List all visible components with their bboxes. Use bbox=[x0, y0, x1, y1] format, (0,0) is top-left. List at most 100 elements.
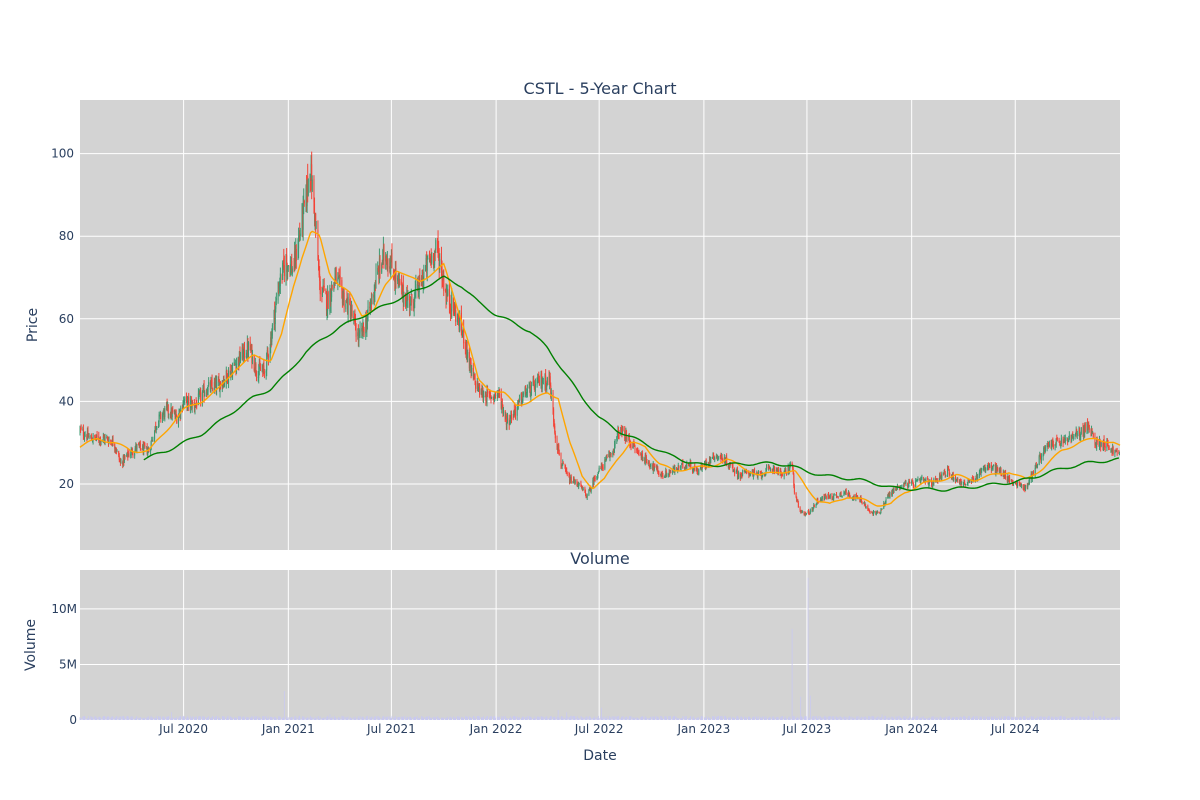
candle-body bbox=[258, 362, 260, 370]
candle-body bbox=[645, 455, 647, 457]
volume-bar bbox=[285, 718, 287, 720]
volume-bar bbox=[1030, 716, 1032, 720]
candle-body bbox=[776, 468, 778, 471]
volume-bar bbox=[349, 718, 351, 720]
volume-bar bbox=[769, 716, 771, 720]
volume-bar bbox=[754, 717, 755, 720]
candle-body bbox=[736, 468, 738, 477]
candle-body bbox=[962, 484, 964, 485]
volume-bar bbox=[473, 716, 475, 720]
volume-bar bbox=[238, 716, 240, 720]
candle-body bbox=[889, 492, 891, 497]
volume-bar bbox=[994, 716, 996, 720]
volume-bar bbox=[1055, 716, 1057, 720]
candle-body bbox=[446, 291, 448, 298]
volume-bar bbox=[762, 716, 763, 720]
volume-bar bbox=[100, 717, 101, 720]
candle-body bbox=[680, 465, 682, 468]
candle-body bbox=[753, 470, 755, 475]
candle-body bbox=[513, 409, 515, 413]
x-tick-label: Jul 2021 bbox=[366, 722, 416, 736]
volume-bar bbox=[972, 717, 973, 720]
candle-body bbox=[658, 472, 660, 475]
candle-body bbox=[1004, 472, 1006, 478]
candle-body bbox=[803, 511, 805, 515]
candle-body bbox=[581, 486, 583, 488]
volume-bar bbox=[454, 717, 455, 720]
candle-body bbox=[928, 481, 930, 485]
candle-body bbox=[236, 363, 238, 371]
candle-body bbox=[184, 397, 186, 402]
candle-body bbox=[565, 470, 567, 472]
candle-body bbox=[358, 332, 360, 335]
candle-body bbox=[613, 449, 615, 452]
candle-body bbox=[861, 499, 863, 504]
candle-body bbox=[588, 489, 590, 495]
volume-bar bbox=[506, 718, 508, 720]
candle-body bbox=[490, 395, 492, 400]
volume-bar bbox=[1090, 718, 1092, 720]
candle-body bbox=[406, 292, 408, 300]
candle-body bbox=[789, 465, 791, 469]
volume-bar bbox=[426, 717, 428, 720]
volume-bar bbox=[853, 718, 854, 720]
volume-bar bbox=[331, 716, 333, 720]
volume-y-tick-label: 10M bbox=[51, 602, 77, 616]
volume-bar bbox=[130, 716, 132, 720]
volume-bar bbox=[353, 718, 355, 720]
volume-bar bbox=[306, 718, 308, 720]
candle-body bbox=[432, 255, 434, 265]
volume-bar bbox=[279, 717, 281, 720]
volume-bar bbox=[410, 718, 412, 720]
volume-bar bbox=[430, 717, 432, 720]
volume-bar bbox=[306, 717, 307, 720]
candle-body bbox=[409, 296, 411, 308]
candle-body bbox=[879, 512, 881, 514]
candle-body bbox=[321, 292, 323, 296]
volume-bar bbox=[1084, 718, 1086, 720]
candle-body bbox=[1036, 465, 1038, 467]
candle-body bbox=[122, 456, 124, 466]
volume-bar bbox=[738, 717, 740, 720]
volume-bar bbox=[1094, 718, 1096, 720]
volume-bar bbox=[621, 716, 623, 720]
candle-body bbox=[754, 470, 756, 473]
volume-bar bbox=[841, 717, 843, 720]
volume-bar bbox=[876, 717, 878, 720]
candle-body bbox=[207, 392, 209, 395]
volume-bar bbox=[936, 718, 938, 720]
candle-body bbox=[361, 328, 363, 332]
volume-bar bbox=[289, 717, 291, 720]
volume-bar bbox=[969, 716, 971, 720]
volume-bar bbox=[935, 717, 937, 720]
volume-bar bbox=[112, 716, 113, 720]
candle-body bbox=[439, 258, 441, 270]
candle-body bbox=[250, 346, 252, 351]
volume-bar bbox=[517, 717, 519, 720]
volume-bar bbox=[764, 718, 766, 720]
volume-bar bbox=[843, 716, 845, 720]
candle-body bbox=[146, 446, 148, 448]
volume-bar bbox=[91, 718, 93, 720]
volume-bar bbox=[96, 717, 98, 720]
volume-bar bbox=[259, 716, 261, 720]
volume-bar bbox=[628, 716, 630, 720]
volume-bar bbox=[123, 716, 125, 720]
candle-body bbox=[115, 450, 117, 453]
volume-bar bbox=[616, 716, 618, 720]
candle-body bbox=[833, 494, 835, 496]
candle-body bbox=[621, 430, 623, 434]
volume-bar bbox=[626, 717, 628, 720]
candle-body bbox=[645, 456, 647, 461]
candle-body bbox=[788, 467, 790, 472]
volume-bar bbox=[945, 717, 947, 720]
candle-body bbox=[425, 258, 427, 269]
volume-bar bbox=[756, 718, 758, 720]
candle-body bbox=[286, 265, 288, 272]
volume-bar bbox=[939, 717, 940, 720]
candle-body bbox=[580, 485, 582, 489]
volume-bar bbox=[99, 716, 101, 720]
volume-bar bbox=[1044, 717, 1046, 720]
volume-bar bbox=[990, 716, 992, 720]
